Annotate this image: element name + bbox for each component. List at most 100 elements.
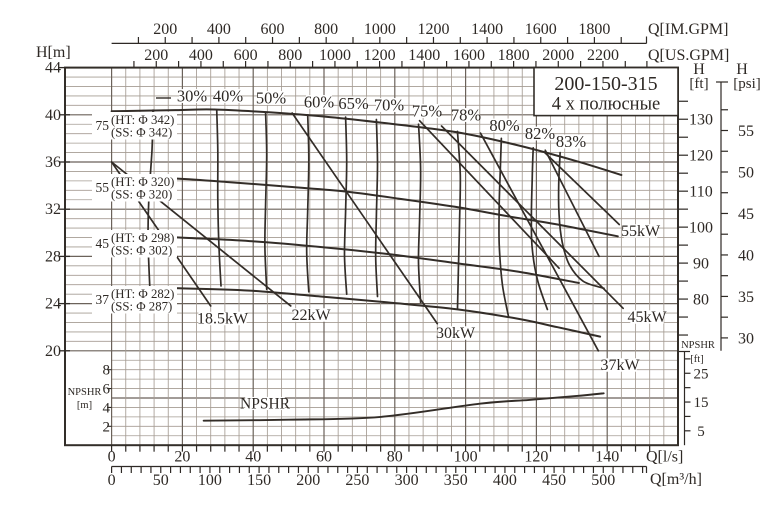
tick-label-npshr-ft: 25 xyxy=(694,366,709,382)
head-curve-label-box xyxy=(92,286,177,314)
tick-label-ls: 140 xyxy=(595,449,619,466)
curve-labels: 75 (HT: Φ 342)(SS: Φ 342)55 (HT: Φ 320)(SS… xyxy=(92,86,667,412)
tick-label-npshr-m: 8 xyxy=(103,363,111,379)
axis-q-m3h: 0 50 100 150 200 250 300 350 400 450 500 Q[m³/h] xyxy=(108,465,702,489)
tick-label-usgpm: 200 xyxy=(144,47,168,64)
tick-label-h-ft: 110 xyxy=(689,184,712,201)
tick-label-h-m: 32 xyxy=(45,201,61,218)
tick-label-h-m: 36 xyxy=(45,154,61,171)
head-curve-power-rating: 55 xyxy=(96,180,110,195)
tick-label-h-psi: 35 xyxy=(738,289,754,306)
tick-label-h-psi: 30 xyxy=(738,330,754,347)
head-curve-trim-ht: (HT: Φ 298) xyxy=(111,231,174,245)
power-label-18.5kW-bg xyxy=(198,311,247,326)
tick-label-h-ft: 80 xyxy=(693,292,709,309)
chart-subtitle: 4 х полюсные xyxy=(552,95,660,115)
tick-label-h-ft: 100 xyxy=(689,220,713,237)
tick-label-m3h: 500 xyxy=(591,472,615,489)
efficiency-curve-60% xyxy=(305,113,310,293)
efficiency-label-83%: 83% xyxy=(556,132,587,151)
efficiency-curve-83% xyxy=(557,151,605,290)
tick-label-usgpm: 400 xyxy=(189,47,213,64)
tick-label-m3h: 400 xyxy=(493,472,517,489)
tick-label-imgpm: 800 xyxy=(314,21,338,38)
npshr-curve xyxy=(202,392,605,422)
tick-label-usgpm: 1800 xyxy=(498,47,530,64)
efficiency-curve-82% xyxy=(530,146,549,311)
axis-title-usgpm: Q[US.GPM] xyxy=(648,47,729,64)
tick-label-m3h: 450 xyxy=(542,472,566,489)
tick-label-h-psi: 45 xyxy=(738,206,754,223)
axis-title-m3h: Q[m³/h] xyxy=(650,471,702,488)
efficiency-curve-78% xyxy=(456,130,462,310)
power-label-30kW-bg xyxy=(438,326,473,340)
head-curve-label-box xyxy=(92,112,177,140)
tick-label-m3h: 300 xyxy=(395,472,419,489)
tick-label-usgpm: 1400 xyxy=(408,47,440,64)
axis-title-npshr-m-unit: [m] xyxy=(77,400,92,411)
tick-label-npshr-ft: 15 xyxy=(694,395,709,411)
tick-label-npshr-m: 2 xyxy=(103,419,111,435)
efficiency-label-50%-bg xyxy=(258,91,284,105)
power-label-18.5kW: 18.5kW xyxy=(197,311,249,328)
tick-label-imgpm: 200 xyxy=(153,21,177,38)
power-label-22kW: 22kW xyxy=(291,307,331,324)
head-curve-power-rating: 45 xyxy=(96,236,110,251)
efficiency-label-82%: 82% xyxy=(525,124,556,143)
tick-label-ls: 60 xyxy=(316,449,332,466)
power-line-30kW xyxy=(291,112,439,325)
axis-h-m: H[m]44 40 36 32 28 24 20 xyxy=(36,44,71,360)
efficiency-label-65%: 65% xyxy=(338,94,369,113)
axis-title-h-ft-unit: [ft] xyxy=(689,76,708,92)
efficiency-label-80%: 80% xyxy=(489,116,520,135)
power-label-22kW-bg xyxy=(294,308,328,322)
tick-label-usgpm: 600 xyxy=(234,47,258,64)
efficiency-curve-80% xyxy=(498,137,510,317)
tick-label-npshr-ft: 5 xyxy=(697,424,705,440)
power-label-45kW-bg xyxy=(630,310,664,324)
tick-label-ls: 80 xyxy=(387,449,403,466)
tick-label-imgpm: 400 xyxy=(207,21,231,38)
axis-title-imgpm: Q[IM.GPM] xyxy=(648,21,728,38)
tick-label-m3h: 250 xyxy=(345,472,369,489)
efficiency-label-78%: 78% xyxy=(451,105,482,124)
efficiency-label-75%-bg xyxy=(414,104,440,118)
axis-q-usgpm: 200 400 600 800 1000 1200 1400 1600 1800 2000 2200… xyxy=(133,47,729,68)
efficiency-fold-line-2 xyxy=(544,149,600,258)
axis-h-psi: H[psi] 55 50 45 40 35 30 xyxy=(716,61,761,351)
efficiency-label-75%: 75% xyxy=(412,101,443,120)
efficiency-label-60%-bg xyxy=(306,95,332,109)
efficiency-label-30%-bg xyxy=(179,89,205,103)
tick-label-ls: 40 xyxy=(245,449,261,466)
efficiency-curve-70% xyxy=(374,118,379,298)
tick-label-imgpm: 1800 xyxy=(578,21,610,38)
head-curve-trim-ht: (HT: Φ 282) xyxy=(111,287,174,301)
efficiency-fold-line-1 xyxy=(418,119,560,270)
tick-label-h-m: 20 xyxy=(45,343,61,360)
tick-label-ls: 20 xyxy=(174,449,190,466)
efficiency-curve-50% xyxy=(264,111,268,291)
power-label-55kW: 55kW xyxy=(621,223,661,240)
tick-label-ls: 0 xyxy=(108,449,116,466)
power-lines xyxy=(110,112,624,352)
efficiency-label-70%-bg xyxy=(376,98,402,112)
efficiency-label-83%-bg xyxy=(558,134,584,149)
tick-label-h-ft: 130 xyxy=(689,112,713,129)
efficiency-label-40%-bg xyxy=(215,89,241,103)
efficiency-label-50%: 50% xyxy=(256,88,287,107)
efficiency-label-78%-bg xyxy=(453,108,479,122)
tick-label-m3h: 350 xyxy=(444,472,468,489)
tick-label-h-m: 44 xyxy=(45,60,61,77)
tick-label-h-m: 40 xyxy=(45,107,61,124)
tick-label-usgpm: 2200 xyxy=(587,47,619,64)
head-curve-trim-ht: (HT: Φ 342) xyxy=(111,113,174,127)
efficiency-label-30%: 30% xyxy=(177,86,208,105)
tick-label-h-m: 24 xyxy=(45,296,61,313)
tick-label-usgpm: 1200 xyxy=(364,47,396,64)
power-label-30kW: 30kW xyxy=(436,325,476,342)
tick-label-usgpm: 1000 xyxy=(319,47,351,64)
tick-label-imgpm: 1000 xyxy=(364,21,396,38)
npshr-curve-label: NPSHR xyxy=(240,395,291,412)
axis-title-npshr-ft-unit: [ft] xyxy=(690,354,703,365)
axis-title-npshr-ft: NPSHR xyxy=(681,340,715,351)
